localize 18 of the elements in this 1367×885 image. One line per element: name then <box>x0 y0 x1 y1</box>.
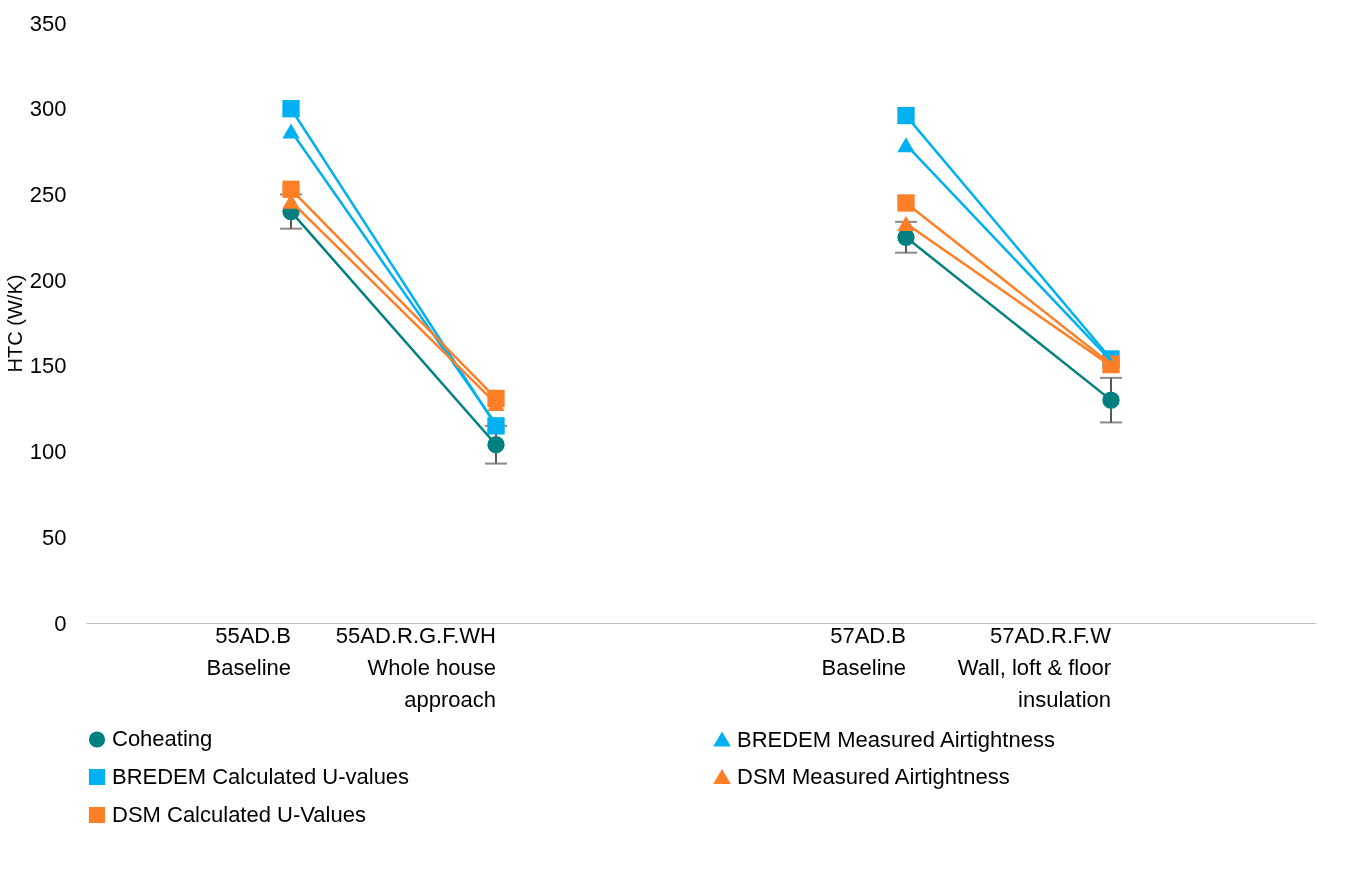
legend-label: DSM Measured Airtightness <box>737 764 1010 789</box>
y-tick-label: 150 <box>29 353 67 379</box>
y-axis-title: HTC (W/K) <box>3 274 26 373</box>
y-tick-label: 250 <box>29 181 67 207</box>
x-tick-label: 55AD.B Baseline <box>206 622 291 680</box>
y-tick-label: 350 <box>29 10 67 36</box>
x-tick-label: 55AD.R.G.F.WH Whole house approach <box>335 622 496 712</box>
y-tick-label: 0 <box>54 610 67 636</box>
x-tick-label: 57AD.B Baseline <box>821 622 906 680</box>
y-tick-label: 300 <box>29 96 67 122</box>
x-tick-label: 57AD.R.F.W Wall, loft & floor insulation <box>957 622 1112 712</box>
legend-label: BREDEM Measured Airtightness <box>737 726 1055 752</box>
y-tick-label: 100 <box>29 439 67 465</box>
y-tick-label: 200 <box>29 267 67 293</box>
legend-label: Coheating <box>112 726 213 752</box>
legend-label: DSM Calculated U-Values <box>112 802 366 827</box>
legend-label: BREDEM Calculated U-values <box>112 764 410 789</box>
y-tick-label: 50 <box>42 524 67 550</box>
